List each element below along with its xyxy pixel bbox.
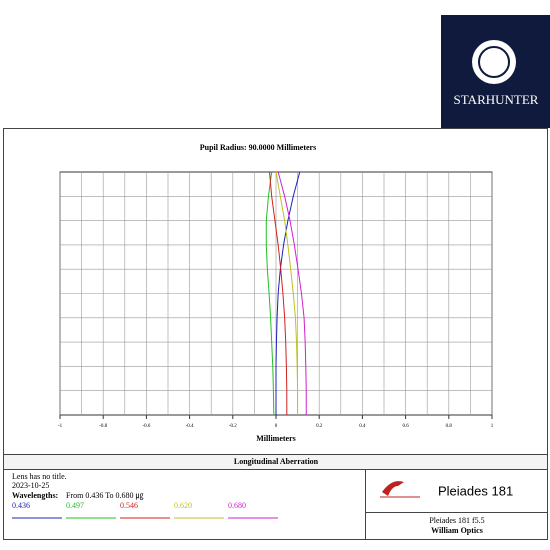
aberration-curve	[275, 171, 299, 415]
x-tick-label: 0.2	[316, 424, 323, 429]
legend-label: 0.497	[66, 501, 84, 510]
x-tick-label: 0	[275, 424, 278, 429]
x-tick-label: 0.4	[359, 424, 366, 429]
x-tick-label: -0.8	[99, 424, 107, 429]
chart-title: Pupil Radius: 90.0000 Millimeters	[200, 143, 316, 152]
aberration-curve	[275, 171, 301, 415]
brand-icon	[382, 481, 404, 496]
x-tick-label: 1	[491, 424, 494, 429]
x-tick-label: -0.4	[186, 424, 194, 429]
footer-line: 2023-10-25	[12, 481, 49, 490]
legend-label: 0.680	[228, 501, 246, 510]
legend-label: 0.436	[12, 501, 30, 510]
x-tick-label: -1	[58, 424, 63, 429]
logo-text: STARHUNTER	[454, 92, 539, 107]
logo-icon-ring	[478, 46, 510, 78]
legend-label: 0.546	[120, 501, 138, 510]
aberration-curve	[269, 171, 288, 415]
x-axis-label: Millimeters	[256, 434, 296, 443]
plot-window	[3, 128, 548, 540]
lens-maker: William Optics	[431, 526, 483, 535]
x-tick-label: 0.8	[446, 424, 453, 429]
wavelengths-label: Wavelengths:	[12, 491, 58, 500]
x-tick-label: 0.6	[402, 424, 409, 429]
footer-line: Lens has no title.	[12, 472, 67, 481]
aberration-curve	[265, 171, 275, 416]
aberration-curve	[277, 171, 307, 415]
legend-label: 0.620	[174, 501, 192, 510]
x-tick-label: -0.2	[229, 424, 237, 429]
caption-bar	[3, 454, 548, 470]
brand: Pleiades 181	[438, 483, 513, 498]
x-tick-label: -0.6	[142, 424, 150, 429]
lens-name: Pleiades 181 f5.5	[429, 516, 484, 525]
wavelengths-range: From 0.436 To 0.680 ㎍	[66, 491, 144, 501]
caption: Longitudinal Aberration	[234, 457, 319, 466]
